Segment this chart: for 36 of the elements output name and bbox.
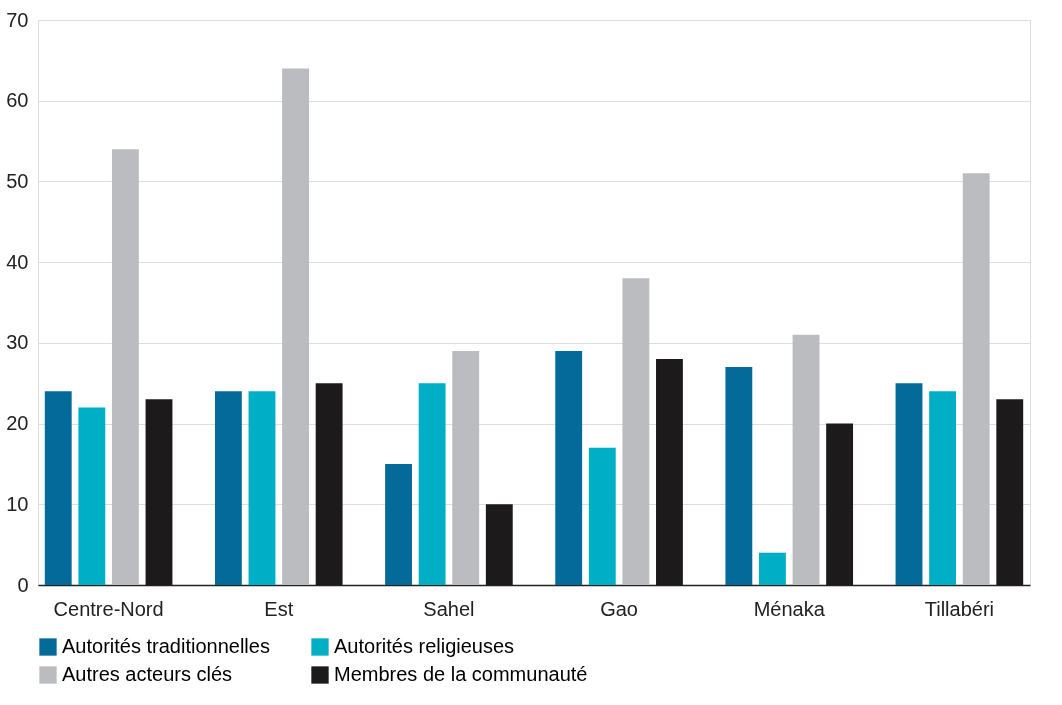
y-tick-label: 40 <box>6 250 29 273</box>
y-tick-label: 60 <box>6 89 29 112</box>
bar <box>78 407 106 585</box>
x-tick-label: Tillabéri <box>924 597 995 620</box>
legend-label: Autorités religieuses <box>334 635 515 657</box>
bar <box>385 463 412 585</box>
bar <box>555 350 583 585</box>
legend-label: Autorités traditionnelles <box>62 635 270 657</box>
bar <box>282 68 309 585</box>
bar <box>962 173 990 585</box>
bar <box>111 149 139 585</box>
bar <box>725 367 753 585</box>
bar <box>452 350 480 585</box>
x-tick-label: Gao <box>600 597 638 620</box>
bar <box>214 391 242 585</box>
bar <box>759 552 786 585</box>
bar <box>929 391 957 585</box>
x-tick-label: Ménaka <box>753 597 826 620</box>
y-tick-label: 30 <box>6 331 29 354</box>
bar <box>792 334 820 585</box>
legend-label: Membres de la communauté <box>334 663 588 685</box>
y-tick-label: 10 <box>6 492 29 515</box>
y-tick-label: 70 <box>6 8 29 31</box>
bar <box>44 391 72 585</box>
y-tick-label: 20 <box>6 412 29 435</box>
bar <box>895 383 923 585</box>
y-tick-label: 0 <box>17 573 29 596</box>
bar <box>248 391 276 585</box>
bar <box>622 278 650 585</box>
x-tick-label: Sahel <box>423 597 475 620</box>
legend-label: Autres acteurs clés <box>62 663 233 685</box>
x-tick-label: Est <box>264 597 294 620</box>
y-tick-label: 50 <box>6 169 29 192</box>
bar <box>588 447 616 585</box>
x-tick-label: Centre-Nord <box>53 597 164 620</box>
bar <box>418 383 446 585</box>
